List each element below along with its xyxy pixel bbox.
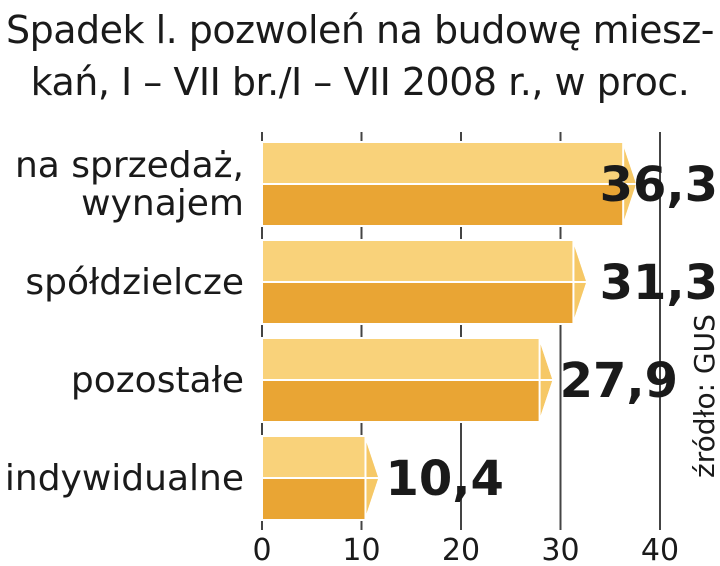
tick-label-30: 30 xyxy=(541,533,579,566)
category-label-0: na sprzedaż, wynajem xyxy=(15,145,244,224)
category-label-line: pozostałe xyxy=(71,360,244,401)
value-labels: 36,3 31,3 27,9 10,4 xyxy=(385,157,718,507)
bar-0 xyxy=(261,141,639,227)
category-label-line: na sprzedaż, xyxy=(15,145,244,186)
value-label-0: 36,3 xyxy=(600,157,718,213)
x-axis-ticks: 0 10 20 30 40 xyxy=(252,533,679,566)
source-note: źródło: GUS xyxy=(688,314,720,478)
bar-top-face xyxy=(262,436,366,478)
chart-title: Spadek l. pozwoleń na budowę miesz- kań,… xyxy=(0,4,720,108)
bar-outline xyxy=(261,435,381,521)
bar-front-face xyxy=(262,282,574,324)
tick-label-40: 40 xyxy=(641,533,679,566)
bar-top-face xyxy=(262,142,624,184)
title-line-1: Spadek l. pozwoleń na budowę miesz- xyxy=(5,8,715,52)
bar-outline xyxy=(261,337,555,423)
category-label-2: pozostałe xyxy=(71,360,244,401)
bar-top-face xyxy=(262,338,540,380)
bar-3 xyxy=(261,435,381,521)
bar-1 xyxy=(261,239,589,325)
value-label-1: 31,3 xyxy=(600,255,718,311)
title-line-2: kań, I – VII br./I – VII 2008 r., w proc… xyxy=(30,60,690,104)
category-label-line: spółdzielcze xyxy=(25,262,244,303)
value-label-2: 27,9 xyxy=(560,353,678,409)
tick-label-0: 0 xyxy=(252,533,271,566)
bar-top-face xyxy=(262,240,574,282)
bars xyxy=(261,141,639,521)
category-labels: na sprzedaż, wynajem spółdzielcze pozostałe… xyxy=(5,145,244,499)
category-label-line: indywidualne xyxy=(5,458,244,499)
category-label-line: wynajem xyxy=(81,183,244,224)
bar-2 xyxy=(261,337,555,423)
category-label-3: indywidualne xyxy=(5,458,244,499)
value-label-3: 10,4 xyxy=(385,451,503,507)
bar-front-face xyxy=(262,478,366,520)
bar-outline xyxy=(261,141,639,227)
category-label-1: spółdzielcze xyxy=(25,262,244,303)
tick-label-10: 10 xyxy=(342,533,380,566)
bar-front-face xyxy=(262,380,540,422)
bar-outline xyxy=(261,239,589,325)
bar-front-face xyxy=(262,184,624,226)
tick-label-20: 20 xyxy=(442,533,480,566)
